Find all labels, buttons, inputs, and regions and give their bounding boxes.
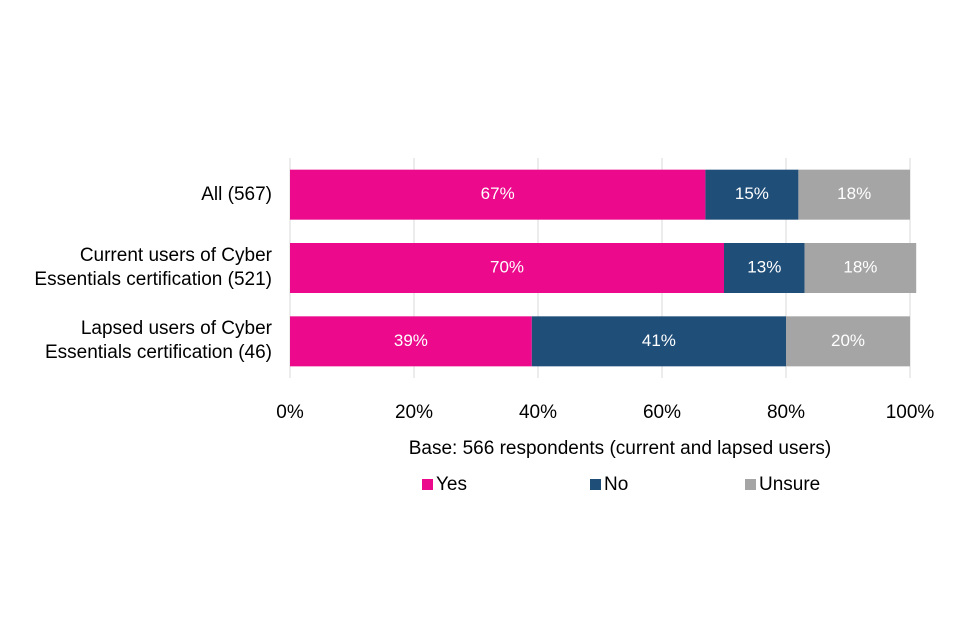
bar-segment xyxy=(786,316,910,367)
value-label: 70% xyxy=(490,257,524,276)
value-label: 20% xyxy=(831,331,865,350)
value-label: 18% xyxy=(843,257,877,276)
y-tick-label: Lapsed users of Cyber Essentials certifi… xyxy=(44,318,272,364)
x-tick-label: 60% xyxy=(643,402,681,423)
x-tick-label: 20% xyxy=(395,402,433,423)
x-tick-label: 40% xyxy=(519,402,557,423)
bar-segment xyxy=(290,316,532,367)
legend-swatch xyxy=(745,479,756,490)
value-label: 13% xyxy=(747,257,781,276)
x-tick-label: 0% xyxy=(276,402,304,423)
bar-segment xyxy=(804,243,917,293)
bar-segment xyxy=(724,243,805,293)
x-tick-label: 100% xyxy=(886,402,935,423)
y-tick-label: Current users of Cyber Essentials certif… xyxy=(34,245,272,290)
bar-segment xyxy=(290,169,706,220)
bar-segment xyxy=(798,169,910,220)
legend-label: Unsure xyxy=(759,474,820,495)
value-label: 41% xyxy=(642,331,676,350)
value-label: 18% xyxy=(837,184,871,203)
y-tick-label: All (567) xyxy=(201,183,272,205)
legend-label: No xyxy=(604,474,628,495)
value-label: 39% xyxy=(394,331,428,350)
legend-label: Yes xyxy=(436,474,467,495)
bar-segment xyxy=(531,316,786,367)
value-label: 67% xyxy=(481,184,515,203)
bar-segment xyxy=(290,243,724,293)
x-tick-label: 80% xyxy=(767,402,805,423)
legend-swatch xyxy=(590,479,601,490)
x-axis-label: Base: 566 respondents (current and lapse… xyxy=(409,438,831,459)
bar-segment xyxy=(705,169,799,220)
value-label: 15% xyxy=(735,184,769,203)
legend-swatch xyxy=(422,479,433,490)
